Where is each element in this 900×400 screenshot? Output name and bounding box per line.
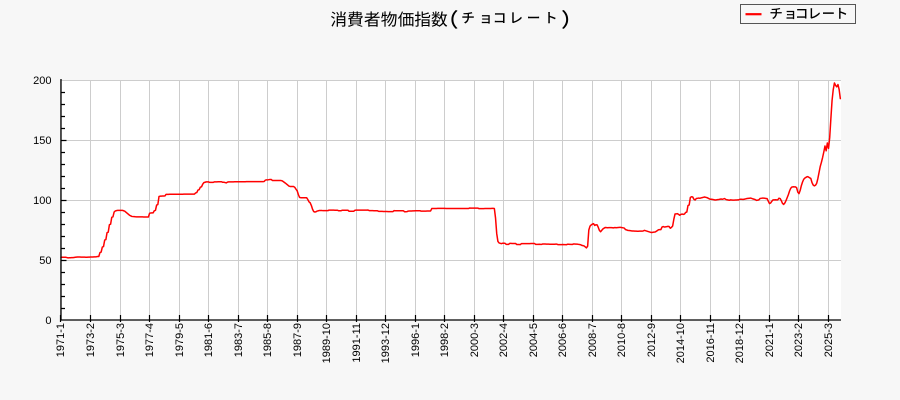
svg-text:2002-4: 2002-4: [498, 323, 510, 357]
svg-text:1979-5: 1979-5: [174, 323, 186, 357]
svg-text:1991-11: 1991-11: [351, 323, 363, 363]
svg-text:1975-3: 1975-3: [115, 323, 127, 357]
svg-text:2010-8: 2010-8: [616, 323, 628, 357]
svg-text:1981-6: 1981-6: [203, 323, 215, 357]
svg-text:1993-12: 1993-12: [380, 323, 392, 363]
svg-text:2016-11: 2016-11: [705, 323, 717, 363]
svg-text:1973-2: 1973-2: [85, 323, 97, 357]
svg-text:2006-6: 2006-6: [557, 323, 569, 357]
svg-text:1985-8: 1985-8: [262, 323, 274, 357]
svg-text:2014-10: 2014-10: [675, 323, 687, 363]
svg-text:2000-3: 2000-3: [469, 323, 481, 357]
svg-text:2004-5: 2004-5: [528, 323, 540, 357]
svg-text:1989-10: 1989-10: [321, 323, 333, 363]
svg-text:200: 200: [33, 75, 51, 87]
svg-text:2025-3: 2025-3: [823, 323, 835, 357]
svg-text:2018-12: 2018-12: [734, 323, 746, 363]
svg-text:1996-1: 1996-1: [410, 323, 422, 357]
svg-text:2008-7: 2008-7: [587, 323, 599, 357]
svg-text:2012-9: 2012-9: [646, 323, 658, 357]
svg-text:1998-2: 1998-2: [439, 323, 451, 357]
svg-text:1971-1: 1971-1: [55, 323, 67, 357]
svg-text:1983-7: 1983-7: [233, 323, 245, 357]
svg-text:1977-4: 1977-4: [144, 323, 156, 357]
svg-text:50: 50: [39, 255, 51, 267]
svg-text:2021-1: 2021-1: [764, 323, 776, 357]
svg-text:100: 100: [33, 195, 51, 207]
svg-text:1987-9: 1987-9: [292, 323, 304, 357]
svg-text:150: 150: [33, 135, 51, 147]
svg-text:2023-2: 2023-2: [793, 323, 805, 357]
svg-text:0: 0: [45, 315, 51, 327]
